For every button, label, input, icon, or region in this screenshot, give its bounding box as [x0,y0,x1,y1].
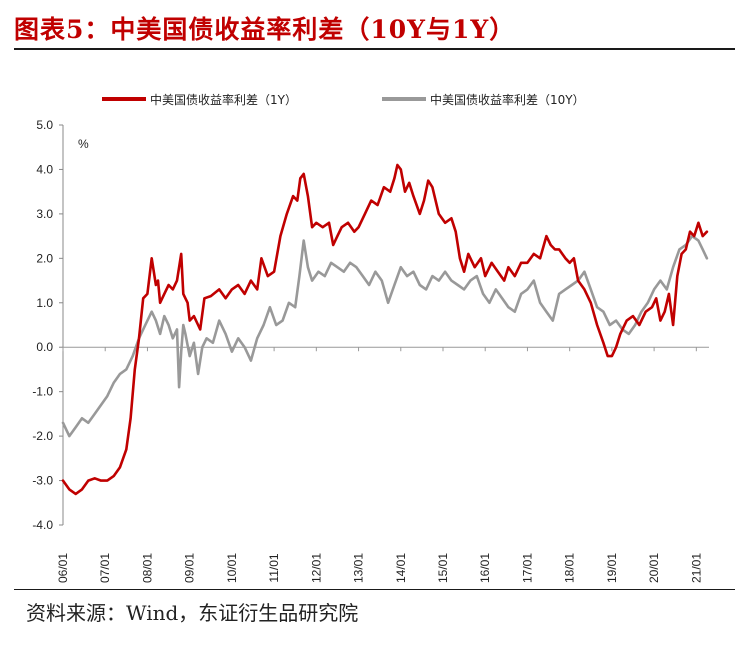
x-tick-label: 18/01 [563,553,577,583]
legend-label: 中美国债收益率利差（1Y） [150,92,297,107]
series-layer [61,163,709,496]
x-tick-label: 20/01 [647,553,661,583]
y-tick-label: -2.0 [32,429,53,443]
x-tick-label: 14/01 [394,553,408,583]
y-tick-label: -4.0 [32,518,53,532]
y-unit-label: % [78,137,89,151]
x-tick-label: 19/01 [605,553,619,583]
y-tick-label: 5.0 [36,118,53,132]
line-chart: 中美国债收益率利差（1Y） 中美国债收益率利差（10Y） % 5.0 4.0 3.0 2… [32,92,709,583]
source-rule [14,589,735,590]
y-tick-label: 3.0 [36,207,53,221]
x-tick-label: 16/01 [478,553,492,583]
x-tick-label: 13/01 [352,553,366,583]
y-tick-label: -1.0 [32,385,53,399]
chart-axes: 5.0 4.0 3.0 2.0 1.0 0.0 -1.0 -2.0 -3.0 -4.0 06/01 0… [32,118,709,583]
x-tick-label: 09/01 [183,553,197,583]
title-rule [14,48,735,50]
y-tick-label: 0.0 [36,340,53,354]
x-tick-label: 10/01 [225,553,239,583]
y-tick-label: 1.0 [36,296,53,310]
y-tick-label: 2.0 [36,251,53,265]
x-tick-label: 17/01 [520,553,534,583]
x-tick-label: 11/01 [267,553,281,582]
y-tick-label: -3.0 [32,474,53,488]
x-tick-label: 08/01 [140,553,154,583]
x-tick-label: 21/01 [689,553,703,583]
x-tick-label: 15/01 [436,553,450,583]
x-tick-label: 06/01 [56,553,70,583]
series-line [61,234,709,438]
source-note: 资料来源：Wind，东证衍生品研究院 [26,601,359,625]
x-tick-label: 12/01 [309,553,323,583]
y-tick-label: 4.0 [36,162,53,176]
chart-legend: 中美国债收益率利差（1Y） 中美国债收益率利差（10Y） [102,92,585,107]
x-tick-label: 07/01 [98,553,112,583]
figure-title: 图表5：中美国债收益率利差（10Y与1Y） [14,15,516,44]
legend-label: 中美国债收益率利差（10Y） [430,92,585,107]
series-line [61,163,709,496]
